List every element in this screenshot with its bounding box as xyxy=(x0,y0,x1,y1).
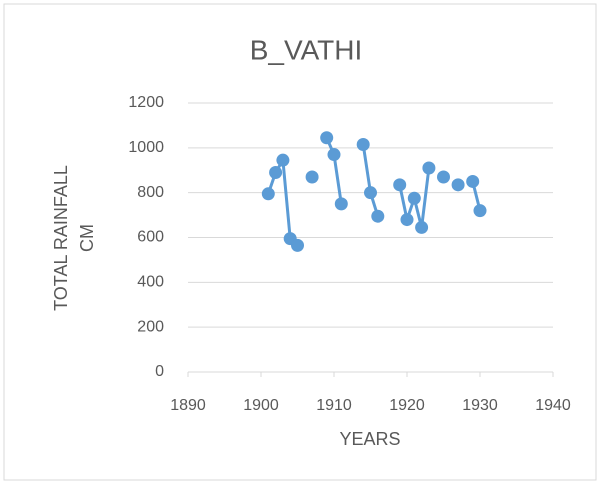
y-axis-label: TOTAL RAINFALL xyxy=(51,165,71,311)
data-point xyxy=(320,131,334,145)
y-tick-label: 800 xyxy=(137,184,164,201)
x-tick-label: 1900 xyxy=(243,397,279,414)
y-tick-label: 200 xyxy=(137,318,164,335)
data-point xyxy=(437,170,450,184)
x-tick-label: 1910 xyxy=(316,397,352,414)
data-point xyxy=(451,178,465,192)
data-point xyxy=(356,137,370,151)
data-point xyxy=(276,153,290,167)
x-tick-label: 1930 xyxy=(462,397,498,414)
data-point xyxy=(473,204,487,218)
data-point xyxy=(305,170,319,184)
data-point xyxy=(334,197,348,211)
y-tick-label: 400 xyxy=(137,274,164,291)
data-point xyxy=(261,187,275,201)
data-point xyxy=(415,220,429,234)
y-tick-label: 1000 xyxy=(128,139,164,156)
x-axis-label: YEARS xyxy=(339,429,400,449)
y-tick-label: 1200 xyxy=(128,94,164,111)
data-point xyxy=(466,174,480,188)
y-tick-label: 0 xyxy=(155,363,164,380)
data-point xyxy=(291,238,304,252)
data-point xyxy=(422,161,436,175)
y-tick-label: 600 xyxy=(137,229,164,246)
data-point xyxy=(393,178,407,192)
data-point xyxy=(400,213,414,227)
data-point xyxy=(407,191,421,205)
x-tick-label: 1890 xyxy=(170,397,206,414)
data-point xyxy=(327,148,341,162)
chart-title: B_VATHI xyxy=(250,34,363,65)
data-point xyxy=(371,209,385,223)
x-tick-label: 1940 xyxy=(535,397,571,414)
x-tick-label: 1920 xyxy=(389,397,425,414)
data-point xyxy=(364,186,377,200)
y-axis-label: CM xyxy=(77,224,97,252)
data-point xyxy=(269,165,283,179)
